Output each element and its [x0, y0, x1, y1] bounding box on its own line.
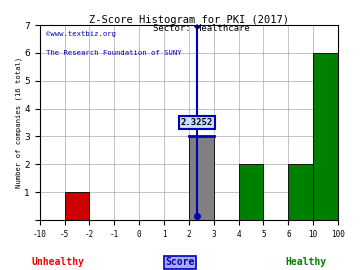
Y-axis label: Number of companies (16 total): Number of companies (16 total)	[15, 57, 22, 188]
Bar	[288, 164, 313, 220]
Title: Z-Score Histogram for PKI (2017): Z-Score Histogram for PKI (2017)	[89, 15, 289, 25]
Text: Score: Score	[165, 257, 195, 267]
Bar	[64, 192, 90, 220]
Text: The Research Foundation of SUNY: The Research Foundation of SUNY	[46, 50, 181, 56]
Text: 2.3252: 2.3252	[181, 118, 213, 127]
Bar	[313, 53, 338, 220]
Bar	[189, 136, 214, 220]
Text: Sector: Healthcare: Sector: Healthcare	[153, 24, 250, 33]
Text: Healthy: Healthy	[285, 257, 327, 267]
Text: ©www.textbiz.org: ©www.textbiz.org	[46, 31, 116, 37]
Bar	[239, 164, 264, 220]
Text: Unhealthy: Unhealthy	[31, 257, 84, 267]
